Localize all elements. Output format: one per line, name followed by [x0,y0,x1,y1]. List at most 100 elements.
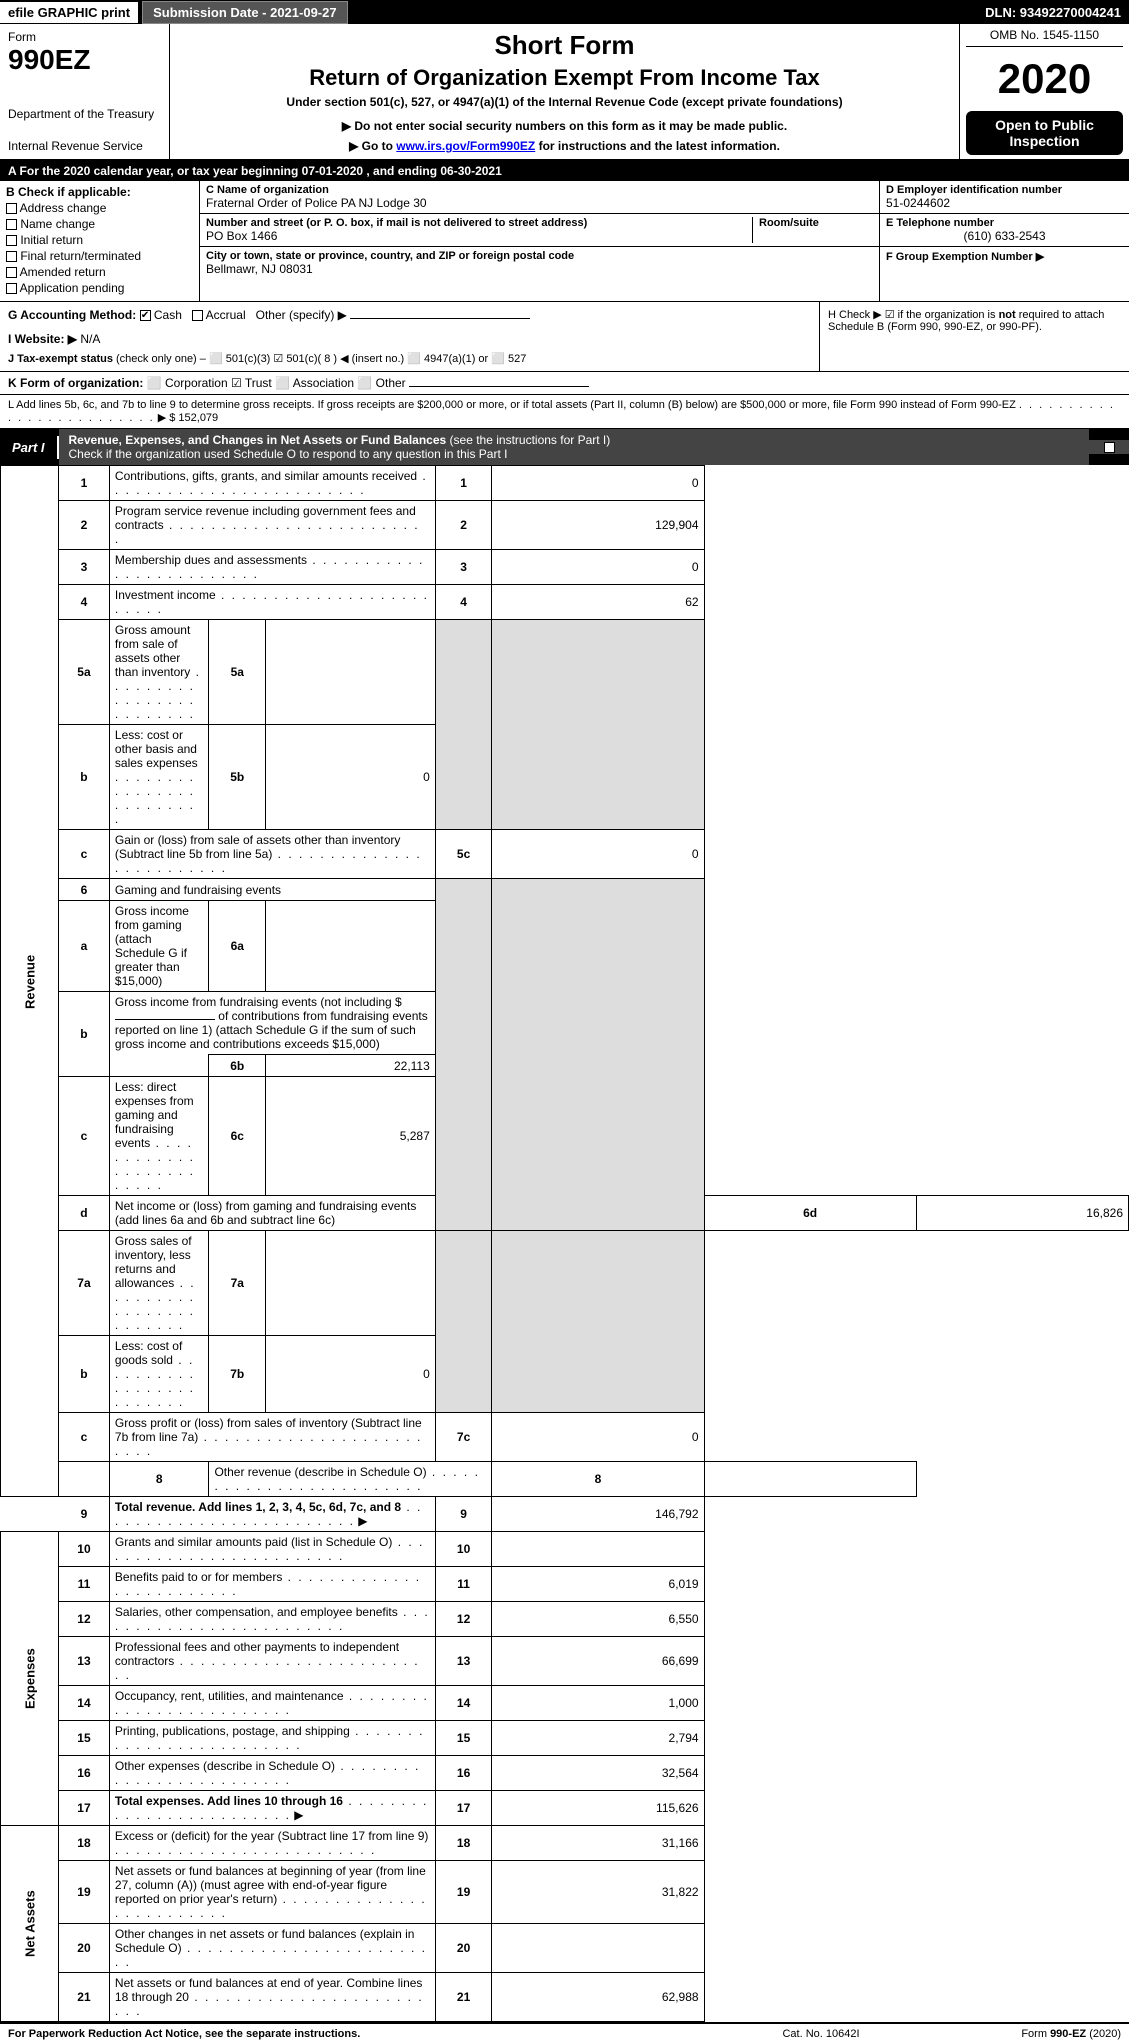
col-d: D Employer identification number 51-0244… [879,181,1129,301]
g-other-input[interactable] [350,318,530,319]
part1-title-text: Revenue, Expenses, and Changes in Net As… [69,433,447,447]
donot-text: ▶ Do not enter social security numbers o… [180,119,949,133]
i-label: I Website: ▶ [8,332,77,346]
chk-label: Name change [20,217,95,231]
header-left: Form 990EZ Department of the Treasury In… [0,24,170,159]
tel-value: (610) 633-2543 [886,229,1123,243]
addr-label: Number and street (or P. O. box, if mail… [206,217,746,229]
form-word: Form [8,30,161,44]
line-7a: 7aGross sales of inventory, less returns… [1,1231,1129,1336]
part1-check[interactable]: ✔ [1089,440,1129,454]
i-value: N/A [80,332,100,346]
row-l: L Add lines 5b, 6c, and 7b to line 9 to … [0,395,1129,429]
line-16: 16Other expenses (describe in Schedule O… [1,1756,1129,1791]
line-8: 8Other revenue (describe in Schedule O)8 [1,1462,1129,1497]
chk-name-change[interactable]: Name change [6,217,193,231]
ein-value: 51-0244602 [886,196,1123,210]
col-b: B Check if applicable: Address change Na… [0,181,200,301]
chk-address-change[interactable]: Address change [6,201,193,215]
chk-label: Initial return [20,233,83,247]
chk-amended-return[interactable]: Amended return [6,265,193,279]
chk-accrual[interactable] [192,310,203,321]
g-label: G Accounting Method: [8,308,136,322]
dept-irs: Internal Revenue Service [8,139,161,153]
g-accrual: Accrual [206,308,246,322]
sidebar-netassets: Net Assets [1,1826,59,2022]
header-center: Short Form Return of Organization Exempt… [170,24,959,159]
under-section: Under section 501(c), 527, or 4947(a)(1)… [180,95,949,109]
goto-text: ▶ Go to www.irs.gov/Form990EZ for instru… [180,139,949,153]
dept-treasury: Department of the Treasury [8,107,161,121]
row-g: G Accounting Method: ✔ Cash Accrual Othe… [0,302,819,371]
goto-pre: ▶ Go to [349,139,396,153]
line-17: 17Total expenses. Add lines 10 through 1… [1,1791,1129,1826]
line-18: Net Assets 18Excess or (deficit) for the… [1,1826,1129,1861]
submission-date: Submission Date - 2021-09-27 [142,1,348,24]
org-addr-cell: Number and street (or P. O. box, if mail… [200,214,879,247]
header-right: OMB No. 1545-1150 2020 Open to Public In… [959,24,1129,159]
ein-label: D Employer identification number [886,184,1123,196]
line-1: Revenue 1 Contributions, gifts, grants, … [1,466,1129,501]
j-opts: ⬜ 501(c)(3) ☑ 501(c)( 8 ) ◀ (insert no.)… [209,353,526,365]
h-not: not [999,309,1016,321]
line-21: 21Net assets or fund balances at end of … [1,1973,1129,2022]
org-name-label: C Name of organization [206,184,873,196]
efile-label[interactable]: efile GRAPHIC print [0,2,138,23]
form-header: Form 990EZ Department of the Treasury In… [0,24,1129,161]
sidebar-expenses: Expenses [1,1532,59,1826]
dln-label: DLN: 93492270004241 [977,2,1129,23]
line-13: 13Professional fees and other payments t… [1,1637,1129,1686]
line-14: 14Occupancy, rent, utilities, and mainte… [1,1686,1129,1721]
h-text1: H Check ▶ ☑ if the organization is [828,309,999,321]
l-value: 152,079 [178,412,218,424]
sidebar-revenue: Revenue [1,466,59,1497]
line-3: 3Membership dues and assessments30 [1,550,1129,585]
row-gh: G Accounting Method: ✔ Cash Accrual Othe… [0,302,1129,372]
row-k: K Form of organization: ⬜ Corporation ☑ … [0,372,1129,395]
top-bar: efile GRAPHIC print Submission Date - 20… [0,0,1129,24]
g-cash: Cash [154,308,182,322]
chk-initial-return[interactable]: Initial return [6,233,193,247]
part1-title-sub: (see the instructions for Part I) [450,433,611,447]
goto-link[interactable]: www.irs.gov/Form990EZ [396,139,535,153]
chk-label: Address change [20,201,107,215]
part1-tab: Part I [0,436,59,459]
line-val: 0 [492,466,704,501]
chk-application-pending[interactable]: Application pending [6,281,193,295]
room-label: Room/suite [759,217,873,229]
city-label: City or town, state or province, country… [206,250,873,262]
line-10: Expenses 10Grants and similar amounts pa… [1,1532,1129,1567]
org-name-cell: C Name of organization Fraternal Order o… [200,181,879,214]
k-label: K Form of organization: [8,376,143,390]
page-footer: For Paperwork Reduction Act Notice, see … [0,2022,1129,2044]
short-form-title: Short Form [180,30,949,61]
line-11: 11Benefits paid to or for members116,019 [1,1567,1129,1602]
goto-post: for instructions and the latest informat… [535,139,780,153]
line-20: 20Other changes in net assets or fund ba… [1,1924,1129,1973]
line-desc: Contributions, gifts, grants, and simila… [109,466,435,501]
omb-number: OMB No. 1545-1150 [966,28,1123,47]
contrib-input[interactable] [115,1019,215,1020]
chk-cash[interactable]: ✔ [140,310,151,321]
part1-table: Revenue 1 Contributions, gifts, grants, … [0,465,1129,2022]
open-public: Open to Public Inspection [966,111,1123,155]
k-other-input[interactable] [409,386,589,387]
row-j-inner: J Tax-exempt status (check only one) – ⬜… [8,352,811,365]
col-b-head: B Check if applicable: [6,185,193,199]
k-opts: ⬜ Corporation ☑ Trust ⬜ Association ⬜ Ot… [147,376,406,390]
line-12: 12Salaries, other compensation, and empl… [1,1602,1129,1637]
tax-year: 2020 [966,58,1123,100]
l-arrow: ▶ $ [158,412,176,424]
line-2: 2Program service revenue including gover… [1,501,1129,550]
tel-label: E Telephone number [886,217,1123,229]
l-text: L Add lines 5b, 6c, and 7b to line 9 to … [8,399,1016,411]
line-4: 4Investment income462 [1,585,1129,620]
footer-center: Cat. No. 10642I [721,2028,921,2040]
return-title: Return of Organization Exempt From Incom… [180,65,949,91]
addr-value: PO Box 1466 [206,229,746,243]
group-cell: F Group Exemption Number ▶ [880,247,1129,266]
chk-label: Final return/terminated [20,249,141,263]
j-sub: (check only one) – [116,353,206,365]
part1-header: Part I Revenue, Expenses, and Changes in… [0,429,1129,465]
chk-final-return[interactable]: Final return/terminated [6,249,193,263]
